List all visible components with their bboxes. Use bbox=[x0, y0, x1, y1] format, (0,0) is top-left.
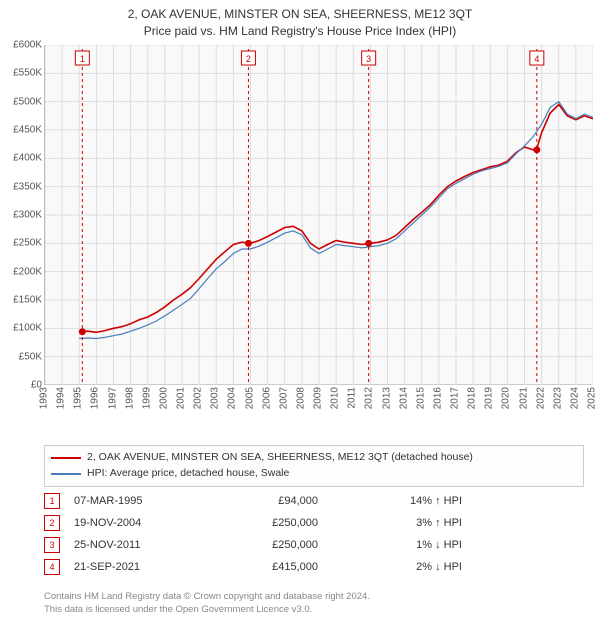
legend-swatch bbox=[51, 473, 81, 475]
legend-swatch bbox=[51, 457, 81, 459]
event-delta: 14% ↑ HPI bbox=[352, 495, 462, 507]
x-tick-label: 1998 bbox=[124, 387, 135, 409]
events-table: 1 07-MAR-1995 £94,000 14% ↑ HPI 2 19-NOV-2004… bbox=[44, 490, 584, 578]
x-tick-label: 1994 bbox=[56, 387, 67, 409]
event-price: £250,000 bbox=[218, 539, 338, 551]
y-tick-label: £100K bbox=[13, 323, 42, 334]
x-axis: 1993199419951996199719981999200020012002… bbox=[44, 385, 592, 415]
x-tick-label: 1997 bbox=[107, 387, 118, 409]
x-tick-label: 2001 bbox=[176, 387, 187, 409]
y-tick-label: £550K bbox=[13, 68, 42, 79]
x-tick-label: 2021 bbox=[518, 387, 529, 409]
y-tick-label: £150K bbox=[13, 295, 42, 306]
x-tick-label: 2010 bbox=[330, 387, 341, 409]
x-tick-label: 2012 bbox=[364, 387, 375, 409]
x-tick-label: 2019 bbox=[484, 387, 495, 409]
x-tick-label: 2017 bbox=[450, 387, 461, 409]
y-tick-label: £300K bbox=[13, 210, 42, 221]
x-tick-label: 2016 bbox=[432, 387, 443, 409]
plot-area: 1 2 3 4 bbox=[44, 45, 592, 385]
legend: 2, OAK AVENUE, MINSTER ON SEA, SHEERNESS… bbox=[44, 445, 584, 487]
x-tick-label: 1995 bbox=[73, 387, 84, 409]
x-tick-label: 2018 bbox=[467, 387, 478, 409]
svg-text:2: 2 bbox=[246, 54, 251, 64]
svg-text:3: 3 bbox=[366, 54, 371, 64]
x-tick-label: 2025 bbox=[587, 387, 598, 409]
y-tick-label: £500K bbox=[13, 96, 42, 107]
event-delta: 3% ↑ HPI bbox=[352, 517, 462, 529]
event-delta: 1% ↓ HPI bbox=[352, 539, 462, 551]
chart-area: £0£50K£100K£150K£200K£250K£300K£350K£400… bbox=[0, 45, 600, 405]
event-date: 07-MAR-1995 bbox=[74, 495, 204, 507]
event-marker-badge: 3 bbox=[44, 537, 60, 553]
x-tick-label: 2015 bbox=[415, 387, 426, 409]
title-line-2: Price paid vs. HM Land Registry's House … bbox=[0, 23, 600, 40]
x-tick-label: 2006 bbox=[261, 387, 272, 409]
x-tick-label: 2002 bbox=[193, 387, 204, 409]
y-axis: £0£50K£100K£150K£200K£250K£300K£350K£400… bbox=[0, 45, 44, 385]
event-price: £94,000 bbox=[218, 495, 338, 507]
legend-label: HPI: Average price, detached house, Swal… bbox=[87, 466, 289, 482]
x-tick-label: 1996 bbox=[90, 387, 101, 409]
x-tick-label: 2023 bbox=[552, 387, 563, 409]
x-tick-label: 2014 bbox=[398, 387, 409, 409]
x-tick-label: 2004 bbox=[227, 387, 238, 409]
title-line-1: 2, OAK AVENUE, MINSTER ON SEA, SHEERNESS… bbox=[0, 6, 600, 23]
y-tick-label: £400K bbox=[13, 153, 42, 164]
y-tick-label: £350K bbox=[13, 181, 42, 192]
x-tick-label: 2000 bbox=[158, 387, 169, 409]
legend-label: 2, OAK AVENUE, MINSTER ON SEA, SHEERNESS… bbox=[87, 450, 473, 466]
svg-text:1: 1 bbox=[80, 54, 85, 64]
x-tick-label: 1999 bbox=[141, 387, 152, 409]
x-tick-label: 2022 bbox=[535, 387, 546, 409]
event-date: 25-NOV-2011 bbox=[74, 539, 204, 551]
x-tick-label: 2013 bbox=[381, 387, 392, 409]
event-price: £415,000 bbox=[218, 561, 338, 573]
plot-svg: 1 2 3 4 bbox=[45, 45, 593, 385]
y-tick-label: £250K bbox=[13, 238, 42, 249]
svg-text:4: 4 bbox=[534, 54, 539, 64]
legend-row: 2, OAK AVENUE, MINSTER ON SEA, SHEERNESS… bbox=[51, 450, 577, 466]
x-tick-label: 2011 bbox=[347, 387, 358, 409]
event-price: £250,000 bbox=[218, 517, 338, 529]
x-tick-label: 2009 bbox=[313, 387, 324, 409]
chart-container: 2, OAK AVENUE, MINSTER ON SEA, SHEERNESS… bbox=[0, 0, 600, 620]
event-date: 19-NOV-2004 bbox=[74, 517, 204, 529]
event-delta: 2% ↓ HPI bbox=[352, 561, 462, 573]
y-tick-label: £600K bbox=[13, 40, 42, 51]
x-tick-label: 2005 bbox=[244, 387, 255, 409]
titles: 2, OAK AVENUE, MINSTER ON SEA, SHEERNESS… bbox=[0, 0, 600, 40]
event-marker-badge: 4 bbox=[44, 559, 60, 575]
x-tick-label: 2007 bbox=[278, 387, 289, 409]
y-tick-label: £200K bbox=[13, 266, 42, 277]
x-tick-label: 1993 bbox=[39, 387, 50, 409]
y-tick-label: £450K bbox=[13, 125, 42, 136]
event-row: 4 21-SEP-2021 £415,000 2% ↓ HPI bbox=[44, 556, 584, 578]
footer-line-1: Contains HM Land Registry data © Crown c… bbox=[44, 591, 584, 603]
footer-line-2: This data is licensed under the Open Gov… bbox=[44, 604, 584, 616]
x-tick-label: 2008 bbox=[295, 387, 306, 409]
event-row: 3 25-NOV-2011 £250,000 1% ↓ HPI bbox=[44, 534, 584, 556]
x-tick-label: 2003 bbox=[210, 387, 221, 409]
event-row: 1 07-MAR-1995 £94,000 14% ↑ HPI bbox=[44, 490, 584, 512]
event-marker-badge: 1 bbox=[44, 493, 60, 509]
x-tick-label: 2024 bbox=[569, 387, 580, 409]
footer: Contains HM Land Registry data © Crown c… bbox=[44, 591, 584, 616]
event-row: 2 19-NOV-2004 £250,000 3% ↑ HPI bbox=[44, 512, 584, 534]
event-marker-badge: 2 bbox=[44, 515, 60, 531]
y-tick-label: £50K bbox=[19, 351, 42, 362]
legend-row: HPI: Average price, detached house, Swal… bbox=[51, 466, 577, 482]
x-tick-label: 2020 bbox=[501, 387, 512, 409]
event-date: 21-SEP-2021 bbox=[74, 561, 204, 573]
